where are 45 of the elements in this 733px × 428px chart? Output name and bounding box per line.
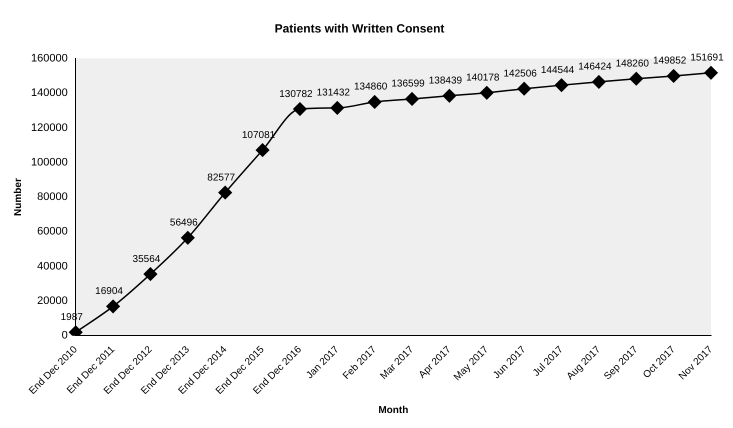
y-tick-label: 80000 bbox=[37, 191, 68, 204]
point bbox=[144, 267, 158, 281]
data-label: 136599 bbox=[391, 78, 426, 90]
data-label: 56496 bbox=[170, 218, 198, 229]
data-label: 144544 bbox=[540, 64, 575, 76]
data-label: 146424 bbox=[578, 62, 612, 73]
point bbox=[517, 82, 531, 96]
y-tick-label: 140000 bbox=[30, 87, 68, 100]
point bbox=[368, 95, 382, 109]
data-label: 35564 bbox=[132, 254, 161, 265]
y-tick-label: 40000 bbox=[37, 260, 68, 272]
point bbox=[293, 102, 307, 116]
point bbox=[704, 66, 718, 80]
data-label: 151691 bbox=[690, 52, 724, 64]
data-label: 148260 bbox=[616, 58, 650, 70]
point bbox=[256, 143, 270, 157]
point bbox=[442, 89, 456, 103]
point bbox=[106, 300, 120, 314]
data-label: 140178 bbox=[466, 72, 500, 84]
point bbox=[181, 231, 195, 245]
y-tick-label: 100000 bbox=[30, 156, 68, 168]
data-label: 82577 bbox=[207, 172, 236, 184]
point bbox=[630, 72, 644, 86]
point bbox=[330, 101, 344, 115]
point bbox=[480, 86, 494, 100]
point bbox=[405, 92, 419, 106]
chart-title: Patients with Written Consent bbox=[274, 22, 444, 36]
x-axis-title: Month bbox=[378, 404, 408, 416]
data-label: 134860 bbox=[354, 82, 388, 93]
point bbox=[592, 75, 606, 89]
y-axis-title: Number bbox=[12, 178, 24, 216]
y-tick-label: 20000 bbox=[37, 295, 68, 308]
data-label: 130782 bbox=[279, 88, 314, 100]
point bbox=[218, 186, 232, 200]
y-tick-label: 120000 bbox=[30, 122, 68, 134]
y-tick-label: 0 bbox=[62, 330, 68, 342]
data-label: 138439 bbox=[428, 76, 463, 87]
data-label: 149852 bbox=[652, 56, 687, 67]
data-label: 131432 bbox=[316, 88, 350, 99]
data-label: 16904 bbox=[95, 286, 124, 298]
point bbox=[554, 78, 568, 92]
data-label: 142506 bbox=[503, 68, 538, 80]
y-tick-label: 160000 bbox=[30, 52, 68, 64]
y-tick-label: 60000 bbox=[37, 226, 68, 238]
point bbox=[666, 69, 680, 83]
